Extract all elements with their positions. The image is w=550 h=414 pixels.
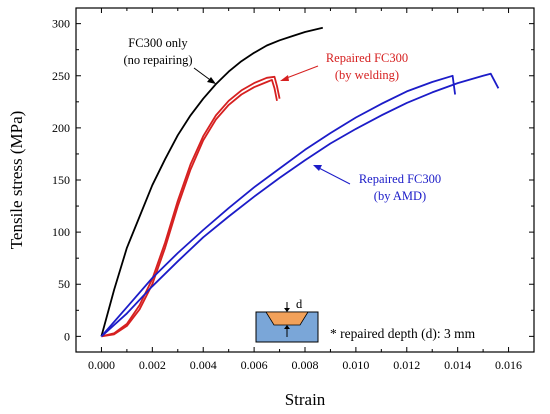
- annotation-amd-line2: (by AMD): [374, 189, 426, 203]
- y-tick-label: 200: [52, 121, 70, 135]
- inset-depth-label: d: [296, 297, 303, 311]
- inset-depth-arrowhead-top: [284, 308, 290, 312]
- y-tick-label: 250: [52, 69, 70, 83]
- x-tick-label: 0.016: [495, 358, 522, 372]
- x-axis-title: Strain: [285, 390, 326, 409]
- annotation-fc300-only: FC300 only (no repairing): [123, 36, 216, 84]
- series-line-2: [101, 79, 278, 338]
- annotation-amd: Repaired FC300 (by AMD): [313, 165, 441, 203]
- y-axis-title: Tensile stress (MPa): [7, 111, 26, 250]
- annotation-welding-line1: Repaired FC300: [326, 51, 408, 65]
- x-tick-label: 0.002: [139, 358, 166, 372]
- series-line-3: [100, 74, 456, 337]
- series-line-4: [100, 72, 500, 338]
- y-tick-label: 300: [52, 17, 70, 31]
- annotation-welding-line2: (by welding): [335, 68, 399, 82]
- y-tick-label: 150: [52, 173, 70, 187]
- y-tick-label: 0: [64, 329, 70, 343]
- annotation-welding-arrowhead: [280, 75, 289, 81]
- annotation-welding: Repaired FC300 (by welding): [280, 51, 408, 82]
- x-tick-label: 0.006: [241, 358, 268, 372]
- x-tick-label: 0.000: [88, 358, 115, 372]
- y-tick-label: 100: [52, 225, 70, 239]
- annotation-amd-arrowhead: [313, 165, 322, 171]
- annotation-fc300-arrowhead: [207, 77, 216, 84]
- repair-depth-inset: d: [255, 297, 319, 343]
- inset-depth-arrowhead-bottom: [284, 325, 290, 329]
- x-tick-label: 0.010: [342, 358, 369, 372]
- y-tick-label: 50: [58, 277, 70, 291]
- x-tick-label: 0.008: [292, 358, 319, 372]
- annotation-amd-arrow: [316, 166, 351, 185]
- annotation-fc300-line1: FC300 only: [128, 36, 188, 50]
- inset-repaired-groove: [265, 311, 309, 326]
- ticks-layer: 0.000 0.002 0.004 0.006 0.008 0.010 0.012 0.014…: [52, 8, 534, 372]
- repaired-depth-note: * repaired depth (d): 3 mm: [330, 326, 476, 341]
- x-tick-label: 0.004: [190, 358, 217, 372]
- series-line-0: [100, 26, 324, 337]
- annotation-welding-arrow: [283, 65, 319, 80]
- series-layer: [100, 26, 500, 338]
- annotation-amd-line1: Repaired FC300: [359, 172, 441, 186]
- series-line-1: [101, 75, 281, 338]
- annotation-fc300-line2: (no repairing): [123, 53, 192, 67]
- x-tick-label: 0.014: [444, 358, 471, 372]
- x-tick-label: 0.012: [393, 358, 420, 372]
